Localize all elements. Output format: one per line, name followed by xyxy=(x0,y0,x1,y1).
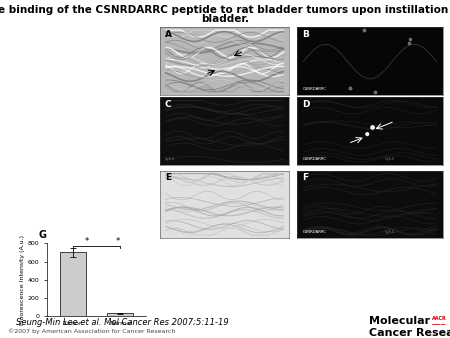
Point xyxy=(346,85,354,91)
Y-axis label: Fluorescence Intensity (A.u.): Fluorescence Intensity (A.u.) xyxy=(20,235,25,325)
Text: ©2007 by American Association for Cancer Research: ©2007 by American Association for Cancer… xyxy=(8,328,176,334)
Text: B: B xyxy=(302,30,309,39)
Text: *: * xyxy=(116,237,120,246)
Text: CSNRDARRC: CSNRDARRC xyxy=(302,230,326,234)
Text: Selective binding of the CSNRDARRC peptide to rat bladder tumors upon instillati: Selective binding of the CSNRDARRC pepti… xyxy=(0,5,450,15)
Text: C: C xyxy=(165,100,171,109)
Point xyxy=(406,36,413,41)
Text: AACR
———: AACR ——— xyxy=(432,316,447,327)
Point xyxy=(360,27,368,33)
Text: Cy5.5: Cy5.5 xyxy=(385,157,395,161)
Text: CSNRDARRC: CSNRDARRC xyxy=(302,87,326,91)
Text: *: * xyxy=(85,237,90,246)
Text: Seung-Min Lee et al. Mol Cancer Res 2007;5:11-19: Seung-Min Lee et al. Mol Cancer Res 2007… xyxy=(16,318,229,327)
Text: F: F xyxy=(302,173,309,182)
Text: E: E xyxy=(165,173,171,182)
Point xyxy=(405,40,413,45)
Point xyxy=(364,131,371,137)
Text: Molecular
Cancer Research: Molecular Cancer Research xyxy=(369,316,450,338)
Point xyxy=(369,125,376,130)
Bar xyxy=(60,252,86,316)
Text: Cy5.5: Cy5.5 xyxy=(165,157,175,161)
Text: Cy5.5: Cy5.5 xyxy=(385,230,395,234)
Text: A: A xyxy=(165,30,172,39)
Text: bladder.: bladder. xyxy=(201,14,249,24)
Text: CSNRDARRC: CSNRDARRC xyxy=(302,157,326,161)
Bar xyxy=(108,313,133,316)
Text: G: G xyxy=(38,230,46,240)
Text: D: D xyxy=(302,100,310,109)
Point xyxy=(371,89,378,94)
